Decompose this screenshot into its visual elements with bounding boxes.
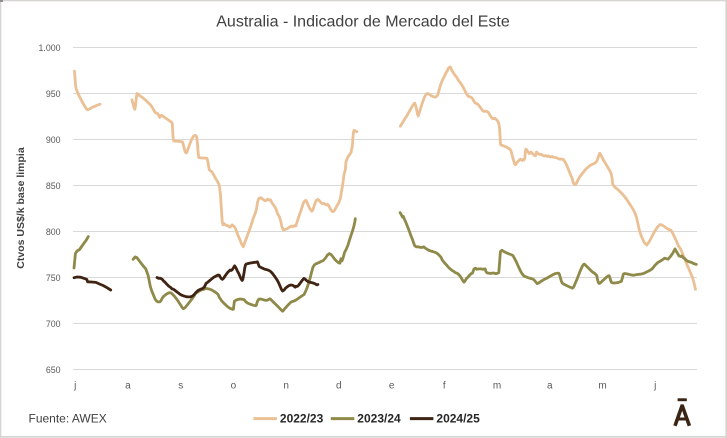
svg-text:a: a [547,381,553,392]
svg-text:2023/24: 2023/24 [357,412,401,426]
svg-text:950: 950 [46,89,61,99]
svg-text:m: m [598,381,606,392]
svg-text:e: e [389,381,395,392]
svg-text:j: j [653,381,656,392]
svg-text:Fuente: AWEX: Fuente: AWEX [29,412,107,426]
svg-text:2024/25: 2024/25 [436,412,480,426]
svg-text:700: 700 [46,319,61,329]
svg-text:650: 650 [46,365,61,375]
svg-text:900: 900 [46,135,61,145]
svg-text:n: n [283,381,289,392]
svg-text:2022/23: 2022/23 [280,412,324,426]
svg-text:s: s [178,381,183,392]
svg-text:750: 750 [46,273,61,283]
svg-text:1.000: 1.000 [38,43,60,53]
svg-text:850: 850 [46,181,61,191]
svg-text:800: 800 [46,227,61,237]
svg-text:j: j [73,381,76,392]
svg-text:Ctvos US$/k base limpia: Ctvos US$/k base limpia [15,147,27,269]
svg-text:o: o [231,381,237,392]
svg-text:f: f [443,381,446,392]
svg-text:a: a [125,381,131,392]
svg-text:m: m [493,381,501,392]
svg-text:Australia - Indicador de Merca: Australia - Indicador de Mercado del Est… [216,14,510,31]
svg-text:d: d [336,381,342,392]
